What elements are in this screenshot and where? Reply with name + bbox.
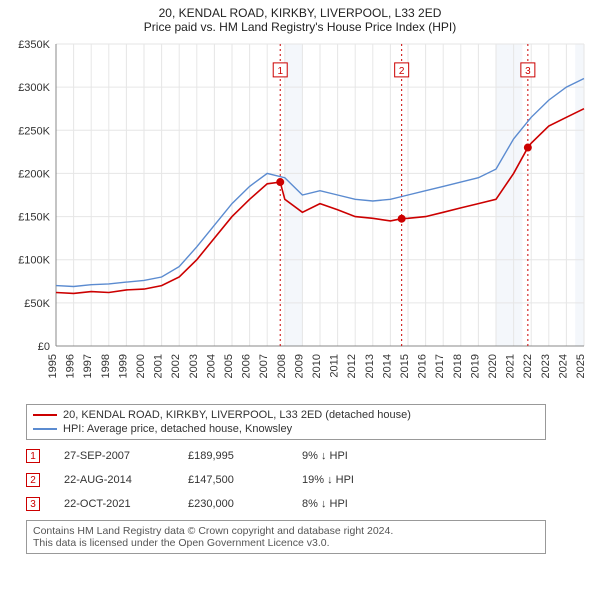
svg-text:3: 3	[525, 66, 531, 77]
svg-text:2019: 2019	[469, 354, 481, 378]
sales-table: 1 27-SEP-2007 £189,995 9% ↓ HPI 2 22-AUG-2014…	[26, 444, 592, 516]
svg-text:1997: 1997	[82, 354, 94, 378]
svg-text:1: 1	[277, 66, 283, 77]
svg-text:2003: 2003	[188, 354, 200, 378]
svg-text:2000: 2000	[135, 354, 147, 378]
svg-text:2015: 2015	[399, 354, 411, 378]
sale-date: 22-OCT-2021	[64, 498, 164, 510]
legend-label: 20, KENDAL ROAD, KIRKBY, LIVERPOOL, L33 …	[63, 409, 411, 421]
svg-text:2022: 2022	[522, 354, 534, 378]
svg-text:£300K: £300K	[18, 82, 50, 94]
svg-text:£100K: £100K	[18, 255, 50, 267]
svg-text:1999: 1999	[117, 354, 129, 378]
footer-attribution: Contains HM Land Registry data © Crown c…	[26, 520, 546, 554]
title-line-1: 20, KENDAL ROAD, KIRKBY, LIVERPOOL, L33 …	[8, 6, 592, 20]
footer-line-2: This data is licensed under the Open Gov…	[33, 537, 539, 549]
svg-text:2006: 2006	[241, 354, 253, 378]
sale-pct-vs-hpi: 9% ↓ HPI	[302, 450, 402, 462]
svg-text:£350K: £350K	[18, 39, 50, 51]
sale-price: £189,995	[188, 450, 278, 462]
chart-area: £0 £50K £100K £150K £200K £250K £300K £350K 1995…	[8, 38, 592, 398]
svg-text:1998: 1998	[100, 354, 112, 378]
svg-text:2004: 2004	[205, 354, 217, 378]
sale-marker-box: 1	[26, 449, 40, 463]
svg-text:2024: 2024	[557, 354, 569, 378]
svg-text:2014: 2014	[381, 354, 393, 378]
svg-text:2: 2	[399, 66, 405, 77]
sale-row: 1 27-SEP-2007 £189,995 9% ↓ HPI	[26, 444, 592, 468]
svg-text:2008: 2008	[276, 354, 288, 378]
svg-text:2010: 2010	[311, 354, 323, 378]
svg-text:£150K: £150K	[18, 212, 50, 224]
svg-text:2017: 2017	[434, 354, 446, 378]
svg-text:2005: 2005	[223, 354, 235, 378]
sale-date: 22-AUG-2014	[64, 474, 164, 486]
line-chart-svg: £0 £50K £100K £150K £200K £250K £300K £350K 1995…	[8, 38, 592, 398]
legend-row: 20, KENDAL ROAD, KIRKBY, LIVERPOOL, L33 …	[33, 408, 539, 422]
sale-price: £147,500	[188, 474, 278, 486]
svg-text:2001: 2001	[153, 354, 165, 378]
sale-row: 3 22-OCT-2021 £230,000 8% ↓ HPI	[26, 492, 592, 516]
svg-text:2021: 2021	[505, 354, 517, 378]
svg-text:1995: 1995	[47, 354, 59, 378]
legend-label: HPI: Average price, detached house, Know…	[63, 423, 292, 435]
svg-text:2009: 2009	[293, 354, 305, 378]
svg-text:£250K: £250K	[18, 125, 50, 137]
sale-date: 27-SEP-2007	[64, 450, 164, 462]
svg-text:£0: £0	[38, 341, 50, 353]
sale-marker-box: 3	[26, 497, 40, 511]
svg-text:2002: 2002	[170, 354, 182, 378]
svg-text:£50K: £50K	[24, 298, 50, 310]
svg-text:2013: 2013	[364, 354, 376, 378]
svg-text:2020: 2020	[487, 354, 499, 378]
svg-text:2012: 2012	[346, 354, 358, 378]
title-line-2: Price paid vs. HM Land Registry's House …	[8, 20, 592, 34]
svg-text:2025: 2025	[575, 354, 587, 378]
footer-line-1: Contains HM Land Registry data © Crown c…	[33, 525, 539, 537]
sale-pct-vs-hpi: 8% ↓ HPI	[302, 498, 402, 510]
sale-row: 2 22-AUG-2014 £147,500 19% ↓ HPI	[26, 468, 592, 492]
svg-text:1996: 1996	[65, 354, 77, 378]
chart-titles: 20, KENDAL ROAD, KIRKBY, LIVERPOOL, L33 …	[8, 6, 592, 34]
sale-pct-vs-hpi: 19% ↓ HPI	[302, 474, 402, 486]
svg-text:2018: 2018	[452, 354, 464, 378]
svg-text:£200K: £200K	[18, 168, 50, 180]
legend-swatch	[33, 414, 57, 416]
legend-row: HPI: Average price, detached house, Know…	[33, 422, 539, 436]
legend-box: 20, KENDAL ROAD, KIRKBY, LIVERPOOL, L33 …	[26, 404, 546, 440]
svg-text:2023: 2023	[540, 354, 552, 378]
sale-price: £230,000	[188, 498, 278, 510]
svg-text:2007: 2007	[258, 354, 270, 378]
svg-text:2011: 2011	[329, 354, 341, 378]
legend-swatch	[33, 428, 57, 430]
sale-marker-box: 2	[26, 473, 40, 487]
svg-text:2016: 2016	[417, 354, 429, 378]
